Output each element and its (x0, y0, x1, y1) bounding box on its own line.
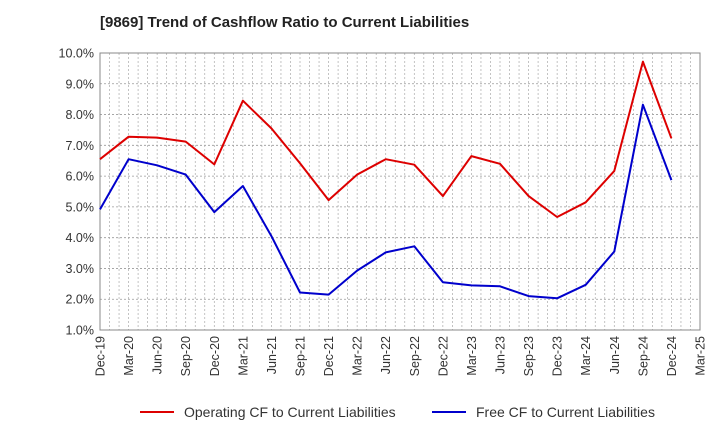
y-tick-label: 8.0% (66, 108, 95, 122)
x-tick-label: Dec-23 (551, 336, 565, 376)
plot-frame (99, 52, 701, 331)
x-tick-label: Jun-23 (494, 336, 508, 374)
y-tick-label: 9.0% (66, 77, 95, 91)
x-tick-label: Mar-22 (351, 336, 365, 376)
x-tick-label: Sep-23 (522, 336, 536, 376)
grid-lines (99, 52, 701, 331)
x-tick-label: Sep-21 (294, 336, 308, 376)
legend-label-operating-cf: Operating CF to Current Liabilities (184, 404, 396, 420)
axis-ticks: 10.0% 9.0% 8.0% 7.0% 6.0% 5.0% 4.0% 3.0% 2.0% 1.0… (59, 47, 708, 377)
y-tick-label: 1.0% (66, 324, 95, 338)
y-tick-label: 2.0% (66, 293, 95, 307)
x-tick-label: Dec-19 (94, 336, 108, 376)
x-tick-label: Mar-25 (694, 336, 708, 376)
y-tick-label: 10.0% (59, 47, 94, 61)
x-tick-label: Jun-22 (379, 336, 393, 374)
legend-swatch-operating-cf (140, 411, 174, 413)
x-tick-label: Mar-24 (579, 336, 593, 376)
x-tick-label: Mar-21 (236, 336, 250, 376)
y-tick-label: 4.0% (66, 231, 95, 245)
y-tick-label: 3.0% (66, 262, 95, 276)
series-line-free-cf (99, 103, 673, 300)
x-tick-label: Dec-21 (322, 336, 336, 376)
x-tick-label: Jun-24 (608, 336, 622, 374)
y-tick-label: 5.0% (66, 200, 95, 214)
x-tick-label: Dec-24 (665, 336, 679, 376)
chart-title: [9869] Trend of Cashflow Ratio to Curren… (100, 14, 470, 31)
x-tick-label: Dec-22 (436, 336, 450, 376)
legend-item-operating-cf: Operating CF to Current Liabilities (140, 404, 396, 420)
x-tick-label: Mar-23 (465, 336, 479, 376)
y-tick-label: 7.0% (66, 139, 95, 153)
x-tick-label: Mar-20 (122, 336, 136, 376)
x-tick-label: Sep-20 (179, 336, 193, 376)
x-tick-label: Sep-22 (408, 336, 422, 376)
legend-item-free-cf: Free CF to Current Liabilities (432, 404, 655, 420)
series-line-operating-cf (99, 60, 673, 218)
legend-label-free-cf: Free CF to Current Liabilities (476, 404, 655, 420)
x-tick-label: Jun-20 (151, 336, 165, 374)
series-lines (99, 60, 673, 300)
legend-swatch-free-cf (432, 411, 466, 413)
x-tick-label: Jun-21 (265, 336, 279, 374)
x-tick-label: Dec-20 (208, 336, 222, 376)
y-tick-label: 6.0% (66, 170, 95, 184)
x-tick-label: Sep-24 (636, 336, 650, 376)
